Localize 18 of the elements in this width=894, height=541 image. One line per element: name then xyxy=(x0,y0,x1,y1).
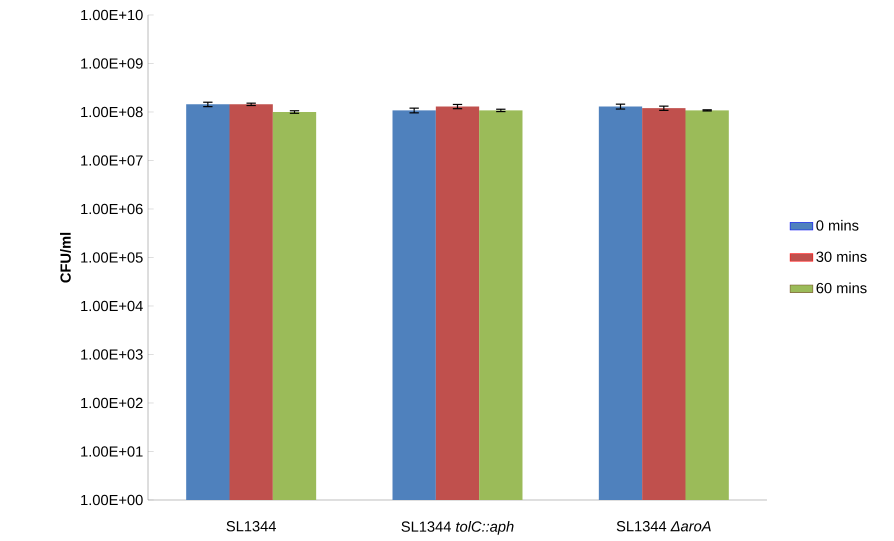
y-tick-label: 1.00E+07 xyxy=(81,155,143,166)
y-tick-label: 1.00E+05 xyxy=(81,252,143,263)
y-tick-label: 1.00E+09 xyxy=(81,58,143,69)
x-tick-label: SL1344 xyxy=(226,521,276,532)
y-tick-label: 1.00E+04 xyxy=(81,300,143,312)
y-tick-label: 1.00E+00 xyxy=(81,494,143,506)
y-tick-label: 1.00E+06 xyxy=(81,204,143,214)
legend-label: 30 mins xyxy=(816,251,867,262)
y-axis-title: CFU/ml xyxy=(60,232,71,283)
y-tick-label: 1.00E+02 xyxy=(81,398,143,408)
y-tick-label: 1.00E+10 xyxy=(81,10,143,20)
x-tick-label: SL1344 ΔaroA xyxy=(616,521,711,532)
legend-label: 60 mins xyxy=(816,282,867,294)
y-tick-label: 1.00E+03 xyxy=(81,349,143,360)
y-tick-label: 1.00E+01 xyxy=(81,446,143,457)
legend-label: 0 mins xyxy=(816,220,858,231)
y-tick-label: 1.00E+08 xyxy=(81,106,143,118)
x-tick-label: SL1344 tolC::aph xyxy=(401,521,514,535)
